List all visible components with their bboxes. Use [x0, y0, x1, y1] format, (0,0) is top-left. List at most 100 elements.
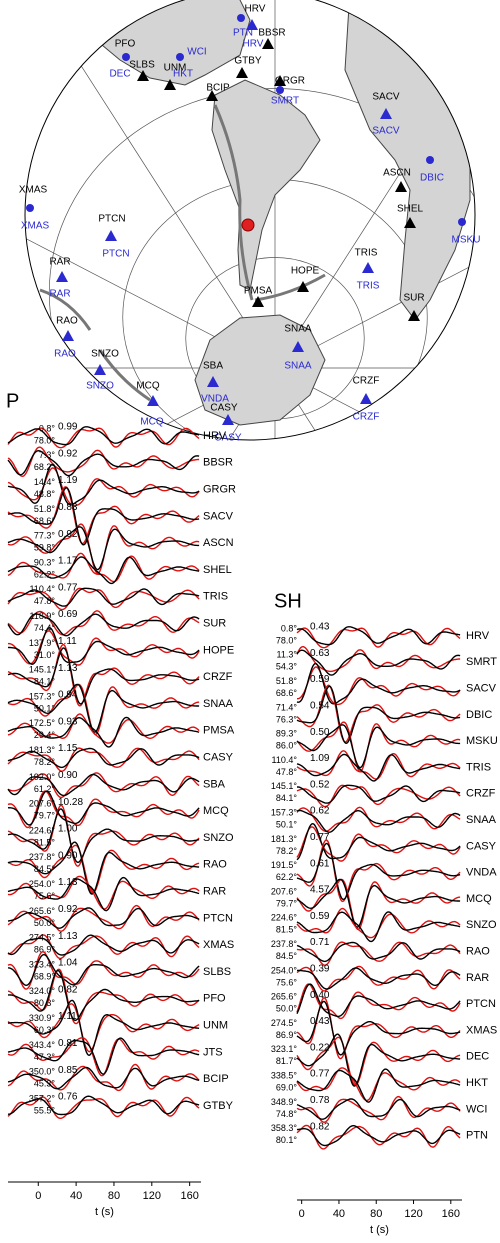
station-marker	[458, 218, 466, 226]
observed-waveform	[296, 1068, 461, 1103]
azimuth: 77.3°	[34, 531, 56, 541]
amplitude-ratio: 0.62	[310, 806, 330, 817]
amplitude-ratio: 0.22	[310, 1042, 330, 1053]
amplitude-ratio: 0.99	[58, 422, 78, 433]
synthetic-waveform	[7, 790, 200, 829]
station-name: CRZF	[203, 671, 233, 683]
station-label: PTN	[233, 28, 253, 39]
station-label: BBSR	[258, 28, 285, 39]
synthetic-waveform	[296, 941, 461, 966]
distance: 78.2°	[34, 757, 56, 767]
station-name: SACV	[466, 683, 497, 695]
panel-title: P	[6, 390, 19, 412]
globe-outline	[24, 0, 476, 441]
azimuth: 118.9°	[30, 611, 56, 621]
distance: 78.0°	[34, 435, 56, 445]
distance: 86.9°	[34, 945, 56, 955]
observed-waveform	[296, 1098, 461, 1120]
station-marker	[56, 271, 68, 282]
azimuth: 207.6°	[271, 886, 298, 896]
station-label: CASY	[214, 433, 242, 444]
azimuth: 181.3°	[271, 834, 298, 844]
station-marker	[122, 53, 130, 61]
observed-waveform	[296, 1125, 461, 1147]
station-name: BBSR	[203, 457, 233, 469]
station-marker	[176, 53, 184, 61]
synthetic-waveform	[7, 552, 200, 583]
azimuth: 0.8°	[39, 423, 56, 433]
distance: 81.7°	[276, 1056, 298, 1066]
x-axis-label: t (s)	[95, 1206, 114, 1218]
amplitude-ratio: 0.77	[58, 582, 78, 593]
station-label: SNAA	[284, 361, 312, 372]
station-name: UNM	[203, 1020, 228, 1032]
x-axis-label: t (s)	[370, 1224, 389, 1236]
synthetic-waveform	[296, 721, 461, 773]
x-tick-label: 120	[404, 1208, 422, 1220]
distance: 75.6°	[276, 977, 298, 987]
station-name: SNAA	[203, 698, 234, 710]
synthetic-waveform	[7, 1037, 200, 1077]
amplitude-ratio: 0.71	[310, 937, 330, 948]
amplitude-ratio: 0.90	[58, 850, 78, 861]
distance: 68.6°	[34, 516, 56, 526]
amplitude-ratio: 0.76	[58, 1092, 78, 1103]
station-marker	[362, 262, 374, 273]
observed-waveform	[296, 685, 461, 745]
station-label: DEC	[109, 69, 130, 80]
amplitude-ratio: 0.93	[58, 716, 78, 727]
synthetic-waveform	[7, 630, 200, 666]
azimuth: 137.9°	[29, 638, 56, 648]
synthetic-waveform	[7, 610, 200, 636]
distance: 62.2°	[276, 872, 298, 882]
x-tick-label: 0	[35, 1190, 41, 1202]
distance: 60.3°	[34, 1025, 56, 1035]
station-name: HOPE	[203, 644, 234, 656]
azimuth: 274.5°	[29, 933, 56, 943]
observed-waveform	[7, 613, 200, 637]
azimuth: 224.6°	[29, 825, 56, 835]
observed-waveform	[7, 969, 200, 1022]
amplitude-ratio: 1.19	[58, 475, 78, 486]
distance: 50.1°	[276, 819, 298, 829]
azimuth: 350.0°	[29, 1067, 56, 1077]
event-marker	[241, 218, 255, 232]
distance: 84.5°	[276, 951, 298, 961]
observed-waveform	[7, 587, 200, 607]
station-marker	[404, 217, 416, 228]
observed-waveform	[297, 784, 461, 804]
azimuth: 323.4°	[29, 959, 56, 969]
observed-waveform	[296, 809, 461, 833]
station-name: SNAA	[466, 814, 497, 826]
amplitude-ratio: 1.11	[58, 636, 77, 647]
synthetic-waveform	[7, 427, 200, 449]
observed-waveform	[7, 426, 200, 446]
station-label: UNM	[164, 63, 187, 74]
amplitude-ratio: 1.13	[58, 877, 78, 888]
station-marker	[274, 75, 286, 86]
station-label: SUR	[403, 293, 424, 304]
distance: 61.2°	[34, 784, 56, 794]
amplitude-ratio: 0.82	[310, 1121, 330, 1132]
amplitude-ratio: 4.57	[310, 885, 330, 896]
station-name: SMRT	[466, 656, 497, 668]
distance: 78.2°	[276, 846, 298, 856]
station-label: PTCN	[102, 249, 129, 260]
distance: 84.1°	[276, 793, 298, 803]
observed-waveform	[7, 773, 200, 797]
amplitude-ratio: 0.61	[310, 858, 330, 869]
distance: 76.3°	[276, 714, 298, 724]
station-name: DBIC	[466, 709, 492, 721]
station-label: MCQ	[136, 381, 160, 392]
station-marker	[246, 19, 258, 30]
station-marker	[236, 67, 248, 78]
station-marker	[237, 14, 245, 22]
station-label: SNZO	[91, 349, 119, 360]
observed-waveform	[7, 808, 200, 864]
azimuth: 0.8°	[281, 623, 298, 633]
azimuth: 157.3°	[271, 807, 298, 817]
synthetic-waveform	[7, 713, 200, 744]
meridian-line	[25, 367, 276, 440]
distance: 86.9°	[276, 1030, 298, 1040]
station-label: MSKU	[452, 235, 481, 246]
